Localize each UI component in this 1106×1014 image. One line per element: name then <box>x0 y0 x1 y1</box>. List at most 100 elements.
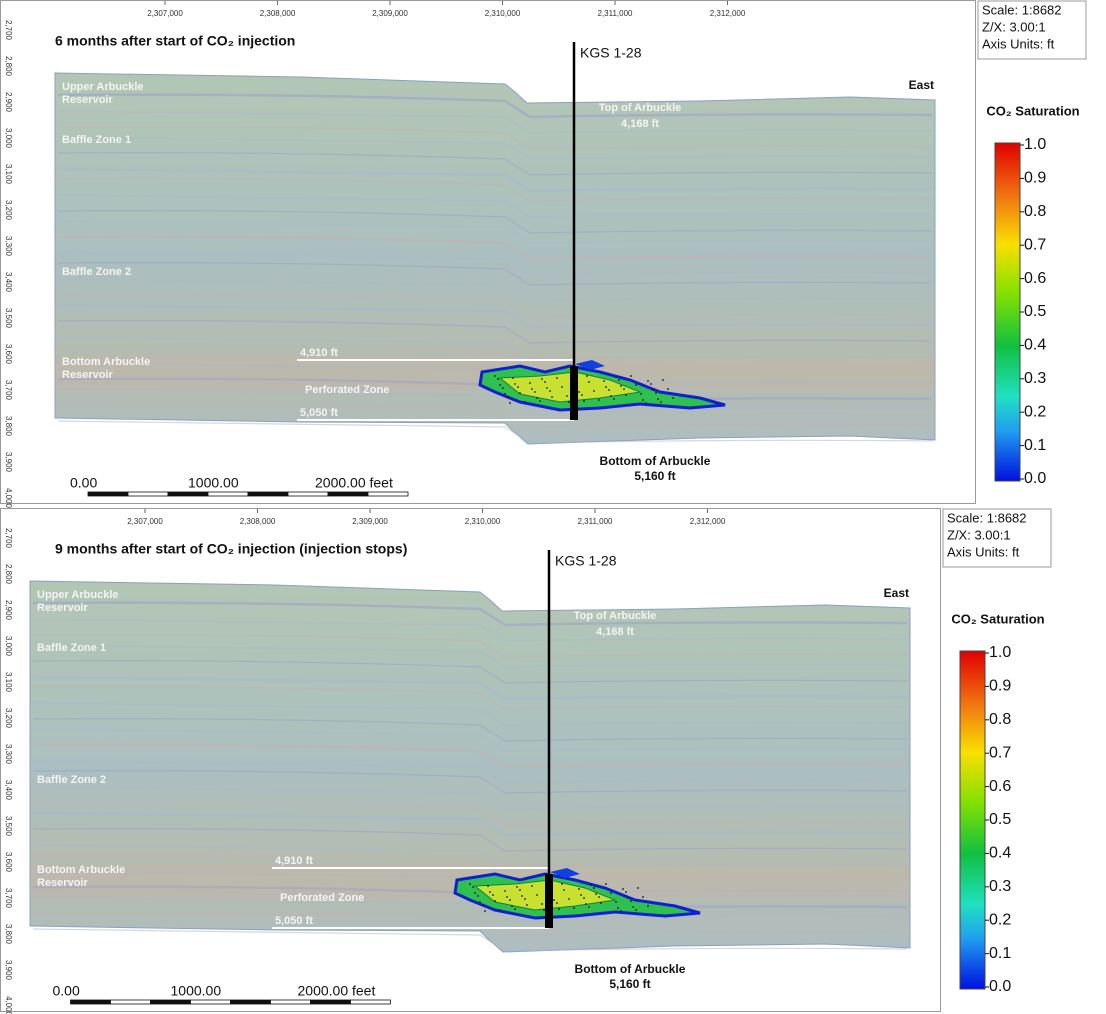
plume-dot <box>526 904 528 906</box>
plume-dot <box>504 890 506 892</box>
plume-dot <box>499 384 501 386</box>
plume-dot <box>605 883 607 885</box>
y-tick-label: 2,800 <box>4 564 13 585</box>
zone-label-box: Baffle Zone 2 <box>37 774 157 810</box>
plume-dot <box>568 401 570 403</box>
plume-dot <box>632 906 634 908</box>
y-tick-label: 3,000 <box>4 128 13 149</box>
plume-dot <box>516 886 518 888</box>
plume-dot <box>645 402 647 404</box>
plume-dot <box>615 901 617 903</box>
plume-dot <box>608 389 610 391</box>
x-tick-label: 2,311,000 <box>598 9 634 18</box>
plume-dot <box>524 401 526 403</box>
plume-dot <box>529 382 531 384</box>
plume-dot <box>543 909 545 911</box>
legend-title: CO₂ Saturation <box>986 103 1079 118</box>
plume-dot <box>635 384 637 386</box>
plume-dot <box>657 398 659 400</box>
panel-title: 6 months after start of CO₂ injection <box>55 33 295 49</box>
plume-dot <box>647 380 649 382</box>
x-tick-label: 2,312,000 <box>690 517 726 526</box>
top-depth: 4,168 ft <box>596 626 634 638</box>
colorbar <box>995 143 1020 481</box>
plume-dot <box>580 894 582 896</box>
plume-dot <box>517 386 519 388</box>
plume-dot <box>578 888 580 890</box>
x-tick-label: 2,309,000 <box>352 517 388 526</box>
plume-dot <box>603 380 605 382</box>
plume-dot <box>595 893 597 895</box>
colorbar-label: 0.3 <box>989 878 1011 895</box>
zone-label: Baffle Zone 2 <box>37 774 157 787</box>
plume-dot <box>623 388 625 390</box>
top-depth: 4,168 ft <box>621 118 659 130</box>
plume-dot <box>504 393 506 395</box>
east-label: East <box>884 586 909 600</box>
plume-dot <box>637 887 639 889</box>
colorbar-label: 0.4 <box>1024 337 1046 354</box>
plume-dot <box>519 392 521 394</box>
colorbar-label: 0.0 <box>1024 470 1046 487</box>
plume-dot <box>647 905 649 907</box>
y-tick-label: 2,700 <box>4 528 13 549</box>
plume-dot <box>652 389 654 391</box>
perf-bottom-label: 5,050 ft <box>275 915 313 927</box>
colorbar-label: 0.2 <box>1024 403 1046 420</box>
figure: 2,7002,8002,9003,0003,1003,2003,3003,400… <box>0 0 1106 1014</box>
plume-dot <box>617 907 619 909</box>
plume-dot <box>588 381 590 383</box>
colorbar-label: 0.4 <box>989 845 1011 862</box>
plume-dot <box>512 377 514 379</box>
scalebar-segment <box>88 492 128 496</box>
y-tick-label: 2,800 <box>4 56 13 77</box>
plume-dot <box>563 889 565 891</box>
plume-dot <box>502 387 504 389</box>
colorbar-label: 0.6 <box>1024 270 1046 287</box>
plume-dot <box>630 375 632 377</box>
zone-label: Baffle Zone 1 <box>62 134 182 147</box>
y-tick-label: 4,000 <box>4 996 13 1014</box>
scale-info: Z/X: 3.00:1 <box>982 19 1046 34</box>
plume-dot <box>492 894 494 896</box>
colorbar-label: 0.5 <box>1024 303 1046 320</box>
y-tick-label: 4,000 <box>4 488 13 509</box>
perf-top-label: 4,910 ft <box>275 855 313 867</box>
plume-dot <box>524 898 526 900</box>
plume-dot <box>514 908 516 910</box>
x-tick-label: 2,312,000 <box>710 9 746 18</box>
plume-dot <box>507 396 509 398</box>
scalebar-segment <box>311 1000 351 1004</box>
x-tick-label: 2,307,000 <box>147 9 183 18</box>
plume-dot <box>546 387 548 389</box>
plume-dot <box>566 395 568 397</box>
plume-dot <box>558 908 560 910</box>
y-tick-label: 3,400 <box>4 272 13 293</box>
y-tick-label: 3,300 <box>4 236 13 257</box>
y-tick-label: 3,300 <box>4 744 13 765</box>
plume-dot <box>593 390 595 392</box>
scalebar-segment <box>271 1000 311 1004</box>
colorbar-label: 0.5 <box>989 811 1011 828</box>
legend-title: CO₂ Saturation <box>951 611 1044 626</box>
scalebar-label: 1000.00 <box>171 983 222 999</box>
plume-dot <box>583 897 585 899</box>
zone-label: Bottom Arbuckle Reservoir <box>37 864 137 890</box>
plume-dot <box>553 899 555 901</box>
plume-dot <box>497 378 499 380</box>
scalebar-segment <box>231 1000 271 1004</box>
plume-dot <box>672 397 674 399</box>
zone-label-box: Bottom Arbuckle Reservoir <box>62 356 162 392</box>
plume-dot <box>506 896 508 898</box>
y-tick-label: 3,900 <box>4 960 13 981</box>
plume-dot <box>610 395 612 397</box>
y-tick-label: 3,800 <box>4 416 13 437</box>
plume-dot <box>511 905 513 907</box>
scalebar-segment <box>288 492 328 496</box>
perf-top-label: 4,910 ft <box>300 347 338 359</box>
top-label: Top of Arbuckle <box>599 102 682 114</box>
plume-dot <box>556 902 558 904</box>
colorbar-label: 1.0 <box>1024 136 1046 153</box>
well-perforation <box>545 874 553 928</box>
scalebar-label: 0.00 <box>70 475 97 491</box>
